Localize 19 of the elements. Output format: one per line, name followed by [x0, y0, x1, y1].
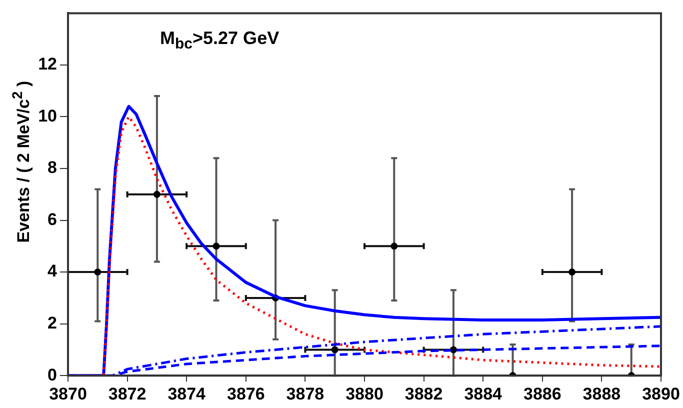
- x-tick-label: 3880: [346, 384, 384, 404]
- x-tick-label: 3870: [49, 384, 87, 404]
- x-tick-label: 3888: [582, 384, 621, 404]
- x-tick-label: 3886: [523, 384, 562, 404]
- x-tick-label: 3890: [642, 384, 680, 404]
- x-tick-label: 3878: [286, 384, 324, 404]
- x-tick-label: 3876: [226, 384, 265, 404]
- y-tick-label: 2: [48, 314, 57, 333]
- x-tick-label: 3872: [108, 384, 146, 404]
- x-tick-label: 3884: [464, 384, 503, 404]
- y-tick-label: 12: [38, 54, 57, 74]
- annotation: M$_{bc}$>5.27 GeV: [160, 28, 280, 53]
- x-tick-label: 3874: [168, 384, 206, 404]
- y-tick-label: 6: [48, 210, 57, 229]
- y-tick-label: 0: [48, 365, 57, 384]
- y-tick-label: 10: [38, 106, 57, 126]
- y-tick-label: 4: [48, 262, 58, 281]
- y-tick-label: 8: [48, 158, 57, 178]
- x-tick-label: 3882: [404, 384, 443, 404]
